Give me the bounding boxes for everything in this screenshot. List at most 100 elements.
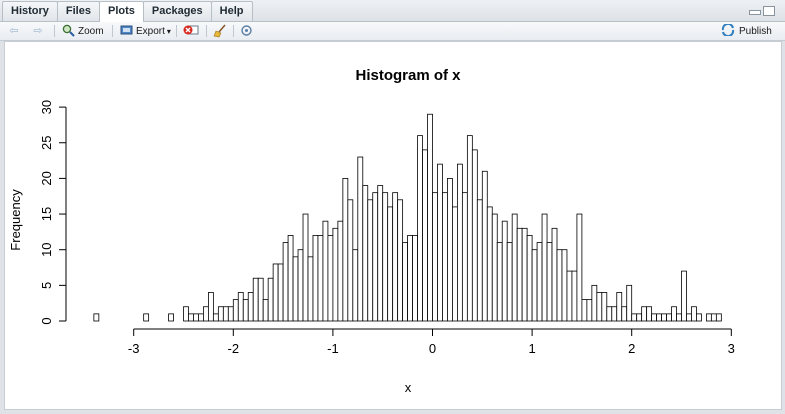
histogram-bar — [681, 270, 687, 322]
histogram-bar — [541, 213, 548, 322]
histogram-bar — [561, 249, 568, 322]
histogram-bar — [591, 284, 598, 322]
histogram-bar — [506, 242, 513, 322]
histogram-bar — [222, 306, 229, 322]
y-axis-label: Frequency — [8, 189, 23, 251]
histogram-bar — [676, 313, 682, 322]
histogram-bar — [207, 292, 214, 322]
tab-packages[interactable]: Packages — [142, 1, 212, 21]
maximize-pane-button[interactable] — [763, 6, 775, 16]
histogram-bar — [476, 199, 483, 322]
export-button[interactable]: Export ▾ — [119, 24, 171, 38]
tab-help[interactable]: Help — [210, 1, 253, 21]
histogram-bar — [337, 220, 344, 322]
histogram-bar — [666, 313, 672, 322]
remove-plot-button[interactable] — [183, 24, 199, 38]
histogram-bar — [227, 306, 234, 322]
histogram-bar — [656, 313, 662, 322]
histogram-bar — [282, 242, 289, 322]
histogram-bar — [232, 299, 239, 322]
histogram-bar — [257, 277, 264, 322]
histogram-bar — [516, 227, 523, 322]
histogram-bar — [521, 227, 528, 322]
histogram-bar — [203, 306, 209, 322]
histogram-bar — [322, 220, 329, 322]
refresh-button[interactable] — [239, 24, 253, 38]
histogram-bar — [621, 306, 628, 322]
plots-toolbar: ⇦ ⇨ Zoom Export ▾ Pub — [0, 22, 785, 41]
histogram-bar — [217, 306, 224, 322]
histogram-bar — [357, 156, 364, 322]
histogram-bar — [601, 292, 608, 322]
tab-plots[interactable]: Plots — [98, 1, 144, 22]
histogram-bar — [606, 306, 613, 322]
histogram-bar — [432, 192, 438, 322]
histogram-bar — [193, 313, 199, 322]
toolbar-separator — [206, 25, 207, 37]
histogram-bar — [387, 206, 394, 322]
export-label: Export — [136, 25, 165, 37]
histogram-bar — [486, 206, 493, 322]
histogram-bar — [491, 213, 498, 322]
broom-icon — [213, 24, 227, 38]
histogram-bar — [442, 192, 448, 322]
histogram-bar — [168, 313, 174, 322]
histogram-bar — [377, 185, 384, 322]
histogram-bar — [461, 192, 468, 322]
histogram-bar — [696, 313, 702, 322]
histogram-bar — [581, 299, 588, 322]
export-icon — [119, 24, 133, 38]
histogram-bar — [183, 306, 189, 322]
zoom-icon — [61, 24, 75, 38]
histogram-bar — [392, 192, 399, 322]
histogram-bar — [143, 313, 150, 322]
pane-tab-bar: History Files Plots Packages Help — [0, 0, 785, 22]
x-tick-label: -2 — [228, 341, 240, 356]
histogram-bar — [715, 313, 722, 322]
plot-viewer: Histogram of x x Frequency -3 -2 -1 0 1 2 3 0 5… — [4, 41, 782, 410]
histogram-bar — [710, 313, 717, 322]
y-tick-label: 20 — [39, 171, 54, 185]
publish-button[interactable]: Publish — [721, 22, 772, 38]
histogram-bar — [447, 177, 453, 322]
forward-button[interactable]: ⇨ — [31, 24, 45, 38]
histogram-bar — [332, 227, 339, 322]
histogram-bar — [466, 135, 473, 322]
histogram-bar — [596, 292, 603, 322]
y-tick-label: 10 — [39, 242, 54, 256]
y-tick-label: 30 — [39, 100, 54, 114]
histogram-bar — [691, 306, 697, 322]
histogram-bar — [287, 235, 294, 322]
histogram-bar — [267, 277, 274, 322]
x-axis: -3 -2 -1 0 1 2 3 — [128, 328, 735, 356]
histogram-bar — [237, 292, 244, 322]
histogram-bar — [671, 306, 677, 322]
histogram-bar — [631, 313, 638, 322]
zoom-button[interactable]: Zoom — [61, 24, 104, 38]
minimize-pane-button[interactable] — [749, 10, 761, 15]
toolbar-separator — [54, 25, 55, 37]
histogram-bar — [327, 235, 334, 322]
histogram-bar — [626, 284, 633, 322]
histogram-bar — [412, 235, 418, 322]
histogram-bar — [526, 235, 533, 322]
zoom-label: Zoom — [78, 25, 104, 37]
x-axis-label: x — [405, 380, 412, 395]
back-button[interactable]: ⇦ — [7, 24, 21, 38]
histogram-bar — [531, 249, 538, 322]
histogram-bar — [247, 292, 254, 322]
histogram-bar — [471, 149, 478, 322]
histogram-bar — [511, 213, 518, 322]
tab-history[interactable]: History — [2, 1, 58, 21]
histogram-bar — [661, 313, 667, 322]
histogram-bar — [501, 220, 508, 322]
histogram-bar — [496, 242, 503, 322]
tab-files[interactable]: Files — [56, 1, 100, 21]
histogram-bar — [686, 313, 692, 322]
histogram-bar — [571, 270, 578, 322]
histogram-chart: Histogram of x x Frequency -3 -2 -1 0 1 2 3 0 5… — [8, 67, 735, 395]
histogram-bar — [367, 199, 374, 322]
x-tick-label: 1 — [528, 341, 535, 356]
clear-all-plots-button[interactable] — [213, 24, 227, 38]
histogram-bar — [556, 249, 563, 322]
